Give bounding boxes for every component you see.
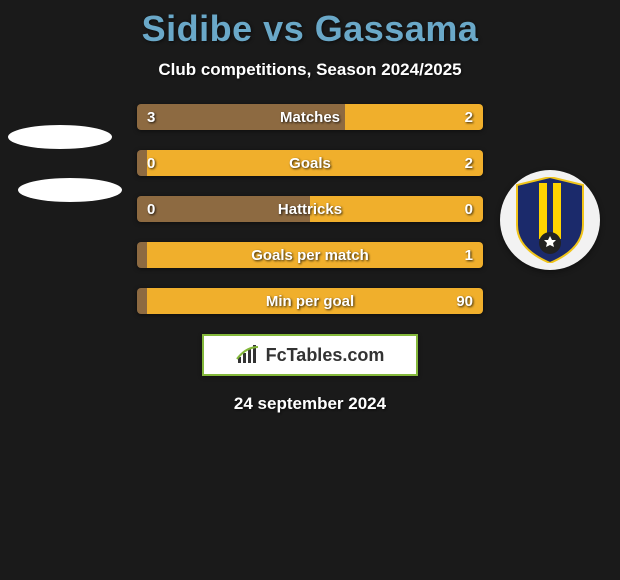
stat-bar-left — [137, 104, 345, 130]
stat-bar-right — [310, 196, 483, 222]
title-vs: vs — [263, 8, 304, 49]
stat-row: Matches32 — [137, 104, 483, 130]
stat-bar-right — [147, 150, 483, 176]
stat-row: Goals per match1 — [137, 242, 483, 268]
stat-bar-left — [137, 288, 147, 314]
stat-bar-right — [147, 288, 483, 314]
stat-bar-right — [147, 242, 483, 268]
stat-row: Hattricks00 — [137, 196, 483, 222]
stat-bar-left — [137, 150, 147, 176]
footer-brand-badge[interactable]: FcTables.com — [202, 334, 418, 376]
date-text: 24 september 2024 — [0, 394, 620, 414]
player1-avatar — [8, 125, 112, 149]
title-player2: Gassama — [315, 8, 479, 49]
stat-bar-left — [137, 196, 310, 222]
subtitle: Club competitions, Season 2024/2025 — [0, 60, 620, 80]
stat-bar-right — [345, 104, 483, 130]
page-title: Sidibe vs Gassama — [0, 0, 620, 50]
stat-row: Goals02 — [137, 150, 483, 176]
stat-bar-left — [137, 242, 147, 268]
bar-chart-icon — [236, 345, 260, 365]
shield-icon — [515, 177, 585, 263]
title-player1: Sidibe — [142, 8, 253, 49]
stat-row: Min per goal90 — [137, 288, 483, 314]
player1-club-avatar — [18, 178, 122, 202]
stats-container: Matches32 Goals02 Hattricks00 Goals per mat… — [137, 104, 483, 314]
footer-brand-text: FcTables.com — [266, 345, 385, 366]
player2-club-badge — [500, 170, 600, 270]
